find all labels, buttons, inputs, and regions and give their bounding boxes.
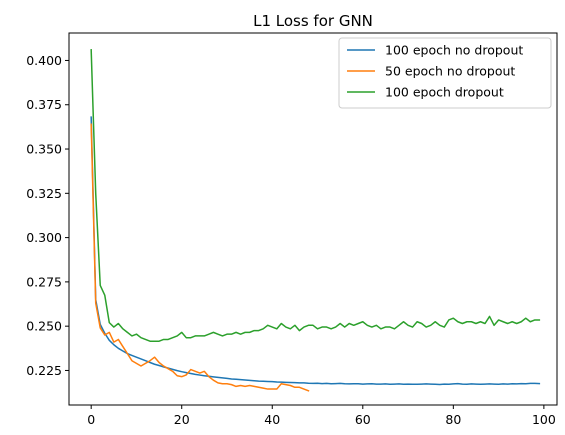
x-tick-label: 40 [264,412,280,427]
legend: 100 epoch no dropout 50 epoch no dropout 1… [338,37,552,109]
y-tick-label: 0.275 [26,274,62,289]
y-tick-label: 0.300 [26,230,62,245]
series-line-3 [90,49,541,342]
x-axis: 0 20 40 60 80 100 [87,405,556,427]
series-line-1 [90,116,541,386]
y-tick-label: 0.325 [26,186,62,201]
legend-label-3: 100 epoch dropout [385,85,504,100]
y-tick-label: 0.350 [26,142,62,157]
y-tick-label: 0.250 [26,319,62,334]
x-tick-label: 100 [532,412,556,427]
y-axis: 0.225 0.250 0.275 0.300 0.325 0.350 0.375 0.400 [26,53,69,378]
y-tick-label: 0.400 [26,53,62,68]
chart-title: L1 Loss for GNN [253,12,373,30]
x-tick-label: 20 [174,412,190,427]
y-tick-label: 0.225 [26,363,62,378]
legend-box [338,37,552,109]
plot-area-frame [68,32,558,406]
series-layer [90,49,541,392]
legend-label-1: 100 epoch no dropout [385,43,523,58]
series-line-2 [90,123,310,392]
x-tick-label: 80 [445,412,461,427]
x-tick-label: 60 [355,412,371,427]
y-tick-label: 0.375 [26,97,62,112]
x-tick-label: 0 [87,412,95,427]
legend-label-2: 50 epoch no dropout [385,64,515,79]
